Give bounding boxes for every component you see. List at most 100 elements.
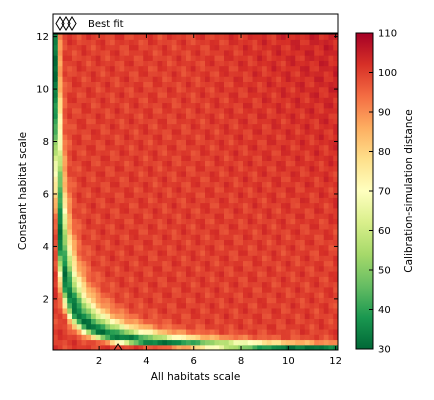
heatmap-cell	[148, 202, 154, 209]
heatmap-cell	[157, 155, 163, 161]
heatmap-cell	[300, 276, 306, 283]
heatmap-cell	[228, 313, 235, 319]
heatmap-cell	[247, 313, 254, 319]
heatmap-cell	[114, 281, 121, 288]
heatmap-cell	[100, 44, 106, 51]
heatmap-cell	[171, 186, 178, 193]
heatmap-cell	[138, 276, 144, 283]
heatmap-cell	[190, 165, 197, 172]
heatmap-cell	[281, 334, 287, 341]
heatmap-cell	[219, 228, 225, 235]
heatmap-cell	[124, 192, 130, 198]
heatmap-cell	[152, 313, 159, 319]
heatmap-cell	[91, 55, 97, 61]
heatmap-cell	[233, 49, 239, 56]
heatmap-cell	[257, 91, 263, 98]
heatmap-cell	[167, 318, 173, 325]
heatmap-cell	[200, 297, 206, 304]
heatmap-cell	[162, 149, 168, 156]
heatmap-cell	[328, 244, 334, 251]
heatmap-cell	[76, 213, 83, 219]
heatmap-cell	[157, 197, 163, 204]
heatmap-cell	[233, 34, 239, 40]
heatmap-cell	[72, 197, 78, 204]
heatmap-cell	[219, 86, 225, 93]
heatmap-cell	[319, 223, 325, 230]
heatmap-cell	[238, 318, 244, 325]
heatmap-cell	[252, 328, 258, 335]
heatmap-cell	[247, 307, 254, 314]
heatmap-cell	[81, 118, 87, 125]
heatmap-cell	[62, 213, 68, 219]
heatmap-cell	[110, 334, 116, 341]
heatmap-cell	[72, 318, 78, 325]
heatmap-cell	[214, 286, 220, 293]
heatmap-cell	[304, 207, 311, 214]
heatmap-cell	[167, 192, 173, 198]
heatmap-cell	[67, 55, 73, 61]
heatmap-cell	[333, 271, 338, 277]
heatmap-cell	[72, 65, 78, 72]
heatmap-cell	[304, 202, 311, 209]
heatmap-cell	[72, 276, 78, 283]
heatmap-cell	[323, 276, 330, 283]
heatmap-cell	[247, 176, 254, 183]
heatmap-cell	[186, 192, 192, 198]
heatmap-cell	[162, 292, 168, 298]
heatmap-cell	[209, 307, 216, 314]
heatmap-cell	[243, 234, 249, 240]
heatmap-cell	[262, 228, 268, 235]
heatmap-cell	[309, 139, 315, 146]
heatmap-cell	[76, 70, 83, 77]
heatmap-cell	[138, 165, 144, 172]
heatmap-cell	[148, 260, 154, 267]
heatmap-cell	[72, 181, 78, 188]
heatmap-cell	[219, 281, 225, 288]
heatmap-cell	[238, 192, 244, 198]
heatmap-cell	[333, 307, 338, 314]
heatmap-cell	[205, 155, 211, 161]
heatmap-cell	[262, 313, 268, 319]
heatmap-cell	[195, 255, 201, 262]
heatmap-cell	[309, 339, 315, 346]
heatmap-cell	[247, 292, 254, 298]
heatmap-cell	[209, 60, 216, 67]
heatmap-cell	[133, 165, 140, 172]
heatmap-cell	[243, 239, 249, 246]
heatmap-cell	[252, 302, 258, 309]
heatmap-cell	[114, 60, 121, 67]
heatmap-cell	[271, 55, 277, 61]
heatmap-cell	[138, 255, 144, 262]
heatmap-cell	[91, 60, 97, 67]
heatmap-cell	[148, 118, 154, 125]
heatmap-cell	[62, 34, 68, 40]
heatmap-cell	[110, 239, 116, 246]
heatmap-cell	[129, 60, 135, 67]
heatmap-cell	[200, 81, 206, 88]
heatmap-cell	[319, 192, 325, 198]
heatmap-cell	[224, 276, 230, 283]
heatmap-cell	[209, 44, 216, 51]
heatmap-cell	[195, 149, 201, 156]
heatmap-cell	[162, 70, 168, 77]
heatmap-cell	[219, 276, 225, 283]
heatmap-cell	[257, 260, 263, 267]
heatmap-cell	[271, 323, 277, 330]
heatmap-cell	[333, 260, 338, 267]
heatmap-cell	[328, 97, 334, 104]
heatmap-cell	[190, 55, 197, 61]
heatmap-cell	[328, 144, 334, 151]
heatmap-cell	[190, 249, 197, 256]
heatmap-cell	[62, 86, 68, 93]
heatmap-cell	[129, 55, 135, 61]
heatmap-cell	[266, 70, 273, 77]
heatmap-cell	[309, 107, 315, 114]
heatmap-cell	[162, 313, 168, 319]
heatmap-cell	[167, 34, 173, 40]
heatmap-cell	[247, 244, 254, 251]
heatmap-cell	[300, 181, 306, 188]
heatmap-cell	[195, 81, 201, 88]
heatmap-cell	[176, 139, 182, 146]
heatmap-cell	[100, 34, 106, 40]
heatmap-cell	[243, 60, 249, 67]
